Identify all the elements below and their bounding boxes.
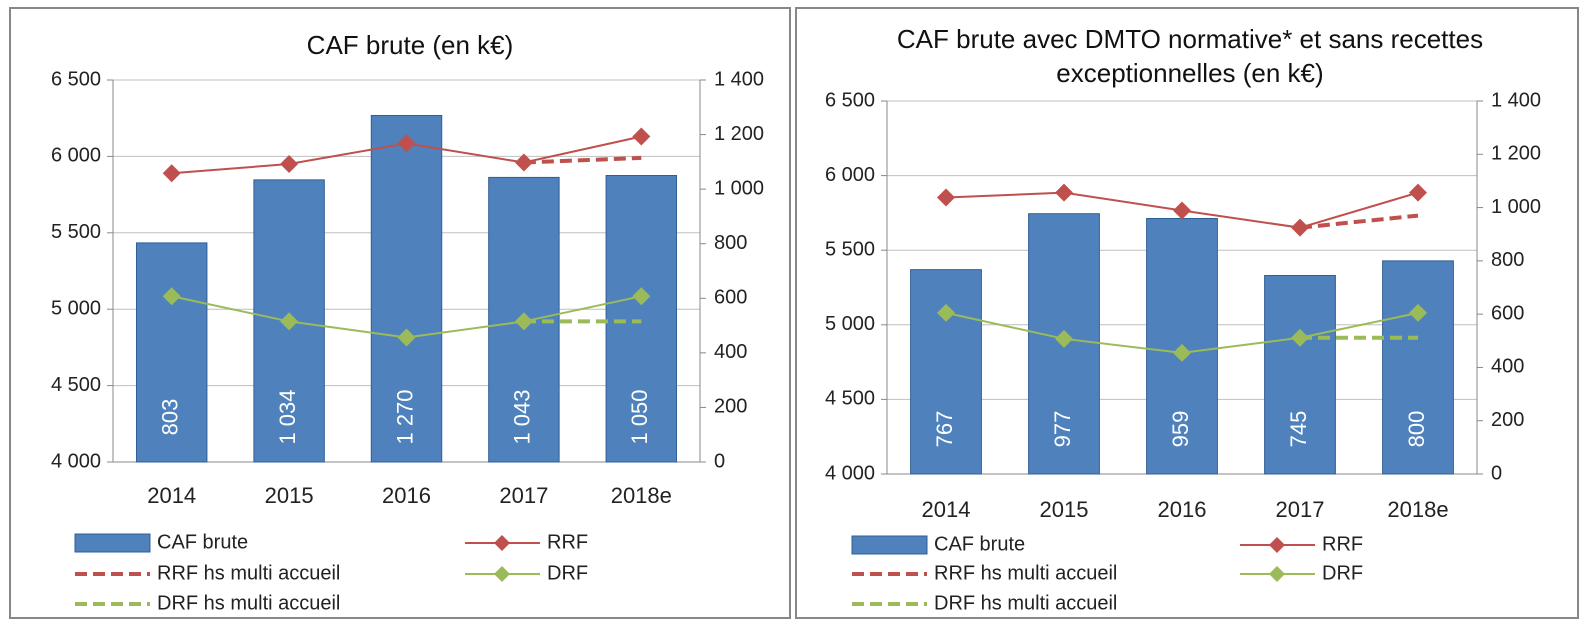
bar (135, 242, 208, 463)
y-tick-label: 6 000 (51, 145, 101, 167)
bar (910, 269, 982, 475)
y-tick-label: 4 500 (51, 374, 101, 396)
y-tick-label: 5 500 (51, 221, 101, 243)
y2-tick-label: 600 (714, 287, 747, 309)
y-tick-label: 4 000 (51, 450, 101, 472)
marker (280, 155, 299, 174)
x-tick-label: 2015 (1040, 497, 1089, 522)
y-tick-label: 5 000 (51, 297, 101, 319)
bar-value-label: 1 034 (275, 389, 300, 444)
bar-value-label: 745 (1286, 411, 1311, 448)
y-tick-label: 5 000 (825, 313, 875, 335)
bar (370, 114, 443, 463)
marker (397, 134, 416, 153)
y2-tick-label: 400 (714, 341, 747, 363)
y-tick-label: 5 500 (825, 238, 875, 260)
bar (1382, 260, 1454, 475)
legend-label: CAF brute (157, 531, 248, 553)
marker (1173, 201, 1191, 220)
bar (1264, 275, 1336, 475)
marker (1409, 303, 1427, 322)
x-tick-label: 2015 (265, 483, 314, 508)
y-tick-label: 4 000 (825, 462, 875, 484)
marker (1409, 183, 1427, 202)
bar-value-label: 959 (1168, 411, 1193, 448)
legend-swatch (74, 533, 151, 553)
y2-tick-label: 200 (714, 396, 747, 418)
y2-tick-label: 200 (1491, 409, 1524, 431)
y2-tick-label: 1 400 (1491, 89, 1541, 111)
legend-marker (1269, 537, 1285, 553)
x-tick-label: 2017 (1276, 497, 1325, 522)
x-tick-label: 2018e (1387, 497, 1448, 522)
y2-tick-label: 800 (1491, 249, 1524, 271)
y-tick-label: 6 000 (825, 164, 875, 186)
bar-value-label: 977 (1050, 411, 1075, 448)
legend-label: RRF (547, 531, 588, 553)
chart-title: CAF brute avec DMTO normative* et sans r… (896, 24, 1484, 88)
marker (397, 328, 416, 347)
legend-label: RRF (1322, 533, 1363, 555)
y2-tick-label: 0 (1491, 462, 1502, 484)
y2-tick-label: 600 (1491, 302, 1524, 324)
y2-tick-label: 400 (1491, 356, 1524, 378)
legend-marker (494, 566, 510, 582)
line (523, 155, 642, 165)
marker (937, 303, 955, 322)
legend-swatch (851, 535, 928, 555)
marker (162, 287, 181, 306)
bar-value-label: 1 270 (392, 389, 417, 444)
line (1299, 213, 1419, 230)
marker (632, 127, 651, 146)
bar-value-label: 1 043 (510, 389, 535, 444)
x-tick-label: 2014 (147, 483, 196, 508)
bar-value-label: 767 (932, 411, 957, 448)
marker (1055, 183, 1073, 202)
marker (1173, 343, 1191, 362)
y-tick-label: 6 500 (825, 89, 875, 111)
x-tick-label: 2018e (611, 483, 672, 508)
x-tick-label: 2014 (922, 497, 971, 522)
marker (937, 188, 955, 207)
bar-value-label: 803 (158, 399, 183, 436)
marker (162, 164, 181, 183)
y2-tick-label: 1 400 (714, 68, 764, 90)
marker (632, 287, 651, 306)
y-tick-label: 4 500 (825, 388, 875, 410)
legend-label: CAF brute (934, 533, 1025, 555)
marker (280, 312, 299, 331)
y2-tick-label: 800 (714, 232, 747, 254)
y2-tick-label: 1 200 (714, 123, 764, 145)
legend-label: DRF (547, 562, 588, 584)
y2-tick-label: 1 000 (714, 177, 764, 199)
legend-marker (494, 535, 510, 551)
y2-tick-label: 0 (714, 450, 725, 472)
bar-value-label: 800 (1404, 411, 1429, 448)
chart-title: CAF brute (en k€) (306, 30, 514, 60)
legend-label: RRF hs multi accueil (157, 562, 340, 584)
y-tick-label: 6 500 (51, 68, 101, 90)
x-tick-label: 2017 (499, 483, 548, 508)
legend-marker (1269, 566, 1285, 582)
x-tick-label: 2016 (1158, 497, 1207, 522)
legend-label: DRF hs multi accueil (934, 592, 1117, 614)
bar-value-label: 1 050 (627, 389, 652, 444)
bar (605, 175, 678, 463)
legend-label: DRF hs multi accueil (157, 592, 340, 614)
x-tick-label: 2016 (382, 483, 431, 508)
y2-tick-label: 1 000 (1491, 196, 1541, 218)
legend-label: RRF hs multi accueil (934, 562, 1117, 584)
marker (1055, 329, 1073, 348)
legend-label: DRF (1322, 562, 1363, 584)
y2-tick-label: 1 200 (1491, 143, 1541, 165)
